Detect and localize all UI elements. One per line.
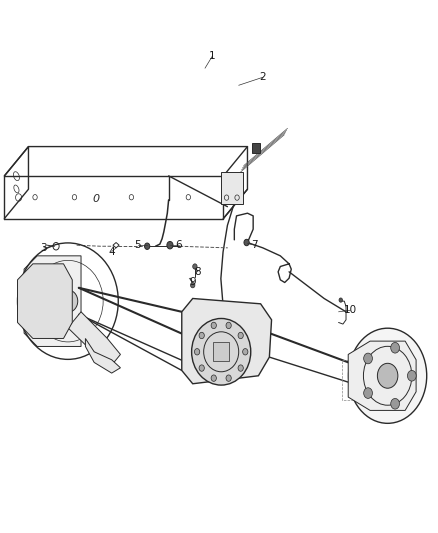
- Ellipse shape: [58, 290, 78, 312]
- Circle shape: [211, 375, 216, 381]
- Text: 2: 2: [259, 72, 266, 82]
- Text: 5: 5: [134, 240, 141, 250]
- Circle shape: [193, 264, 197, 269]
- Polygon shape: [113, 243, 119, 248]
- Text: 7: 7: [251, 240, 258, 250]
- Ellipse shape: [378, 364, 398, 388]
- Circle shape: [211, 322, 216, 329]
- Polygon shape: [85, 338, 120, 373]
- Circle shape: [167, 241, 173, 249]
- Text: 10: 10: [344, 305, 357, 315]
- Circle shape: [391, 342, 399, 353]
- FancyBboxPatch shape: [213, 342, 229, 361]
- Circle shape: [238, 365, 243, 372]
- Circle shape: [226, 375, 231, 381]
- Polygon shape: [68, 312, 120, 365]
- Text: 4: 4: [108, 247, 115, 256]
- Circle shape: [194, 349, 200, 355]
- Circle shape: [339, 298, 343, 302]
- Text: 8: 8: [194, 267, 201, 277]
- Circle shape: [364, 387, 372, 398]
- Polygon shape: [24, 256, 81, 346]
- Polygon shape: [18, 264, 72, 338]
- Text: 0: 0: [93, 195, 100, 204]
- Circle shape: [238, 332, 243, 338]
- Circle shape: [199, 365, 205, 372]
- Ellipse shape: [349, 328, 427, 423]
- Circle shape: [199, 332, 205, 338]
- FancyBboxPatch shape: [251, 143, 260, 154]
- Text: 3: 3: [40, 243, 47, 253]
- Text: 6: 6: [175, 240, 182, 250]
- Circle shape: [364, 353, 372, 364]
- Circle shape: [407, 370, 416, 381]
- Polygon shape: [348, 341, 416, 410]
- Circle shape: [391, 399, 399, 409]
- Text: 1: 1: [209, 51, 216, 61]
- Circle shape: [226, 322, 231, 329]
- Polygon shape: [182, 298, 272, 384]
- Circle shape: [191, 282, 195, 288]
- Circle shape: [244, 239, 249, 246]
- FancyBboxPatch shape: [221, 172, 243, 204]
- Circle shape: [243, 349, 248, 355]
- Circle shape: [145, 243, 150, 249]
- Text: 9: 9: [189, 278, 196, 287]
- Ellipse shape: [192, 318, 251, 385]
